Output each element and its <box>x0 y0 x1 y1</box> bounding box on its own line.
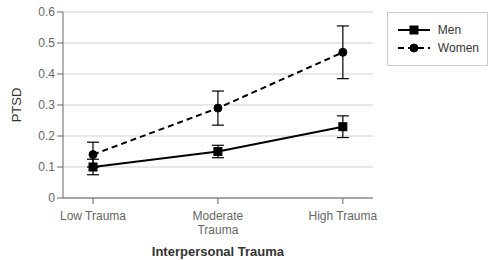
svg-text:Low Trauma: Low Trauma <box>60 209 126 223</box>
svg-text:PTSD: PTSD <box>9 88 24 123</box>
svg-text:ModerateTrauma: ModerateTrauma <box>193 209 244 237</box>
svg-text:0.4: 0.4 <box>38 67 55 81</box>
svg-text:0.3: 0.3 <box>38 98 55 112</box>
svg-text:High Trauma: High Trauma <box>309 209 378 223</box>
svg-text:0.5: 0.5 <box>38 36 55 50</box>
svg-text:0.1: 0.1 <box>38 160 55 174</box>
svg-text:0: 0 <box>48 191 55 205</box>
svg-text:0.6: 0.6 <box>38 5 55 19</box>
html-text:Men: Men <box>437 23 462 37</box>
html-text:Women: Women <box>437 41 479 55</box>
svg-text:Interpersonal Trauma: Interpersonal Trauma <box>152 244 285 259</box>
svg-text:0.2: 0.2 <box>38 129 55 143</box>
